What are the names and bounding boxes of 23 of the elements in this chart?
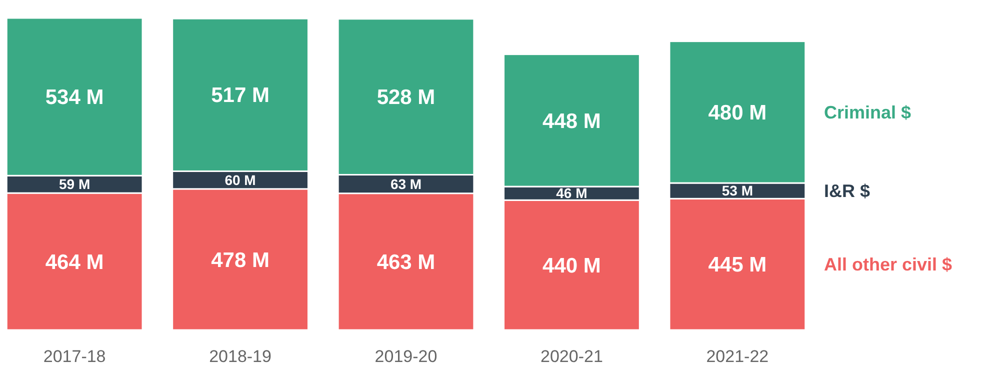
- data-label: 445 M: [708, 254, 767, 277]
- series-label: I&R $: [824, 181, 870, 202]
- x-tick-label: 2021-22: [706, 347, 769, 366]
- data-label: 440 M: [542, 254, 601, 278]
- x-tick-label: 2017-18: [43, 347, 106, 366]
- series-label: Criminal $: [824, 102, 912, 122]
- data-label: 528 M: [376, 86, 436, 110]
- data-label: 480 M: [708, 102, 767, 125]
- data-label: 463 M: [376, 251, 436, 274]
- x-tick-label: 2019-20: [374, 347, 438, 366]
- data-label: 53 M: [722, 182, 753, 199]
- data-label: 448 M: [542, 110, 601, 133]
- data-label: 60 M: [224, 172, 256, 188]
- data-label: 59 M: [59, 176, 90, 192]
- data-label: 46 M: [556, 185, 588, 202]
- x-tick-label: 2018-19: [209, 347, 272, 366]
- data-label: 464 M: [45, 250, 104, 274]
- data-label: 478 M: [211, 248, 270, 272]
- x-tick-label: 2020-21: [540, 347, 603, 366]
- data-label: 63 M: [390, 176, 422, 192]
- data-label: 517 M: [211, 84, 270, 108]
- data-label: 534 M: [45, 86, 104, 110]
- series-label: All other civil $: [824, 254, 952, 275]
